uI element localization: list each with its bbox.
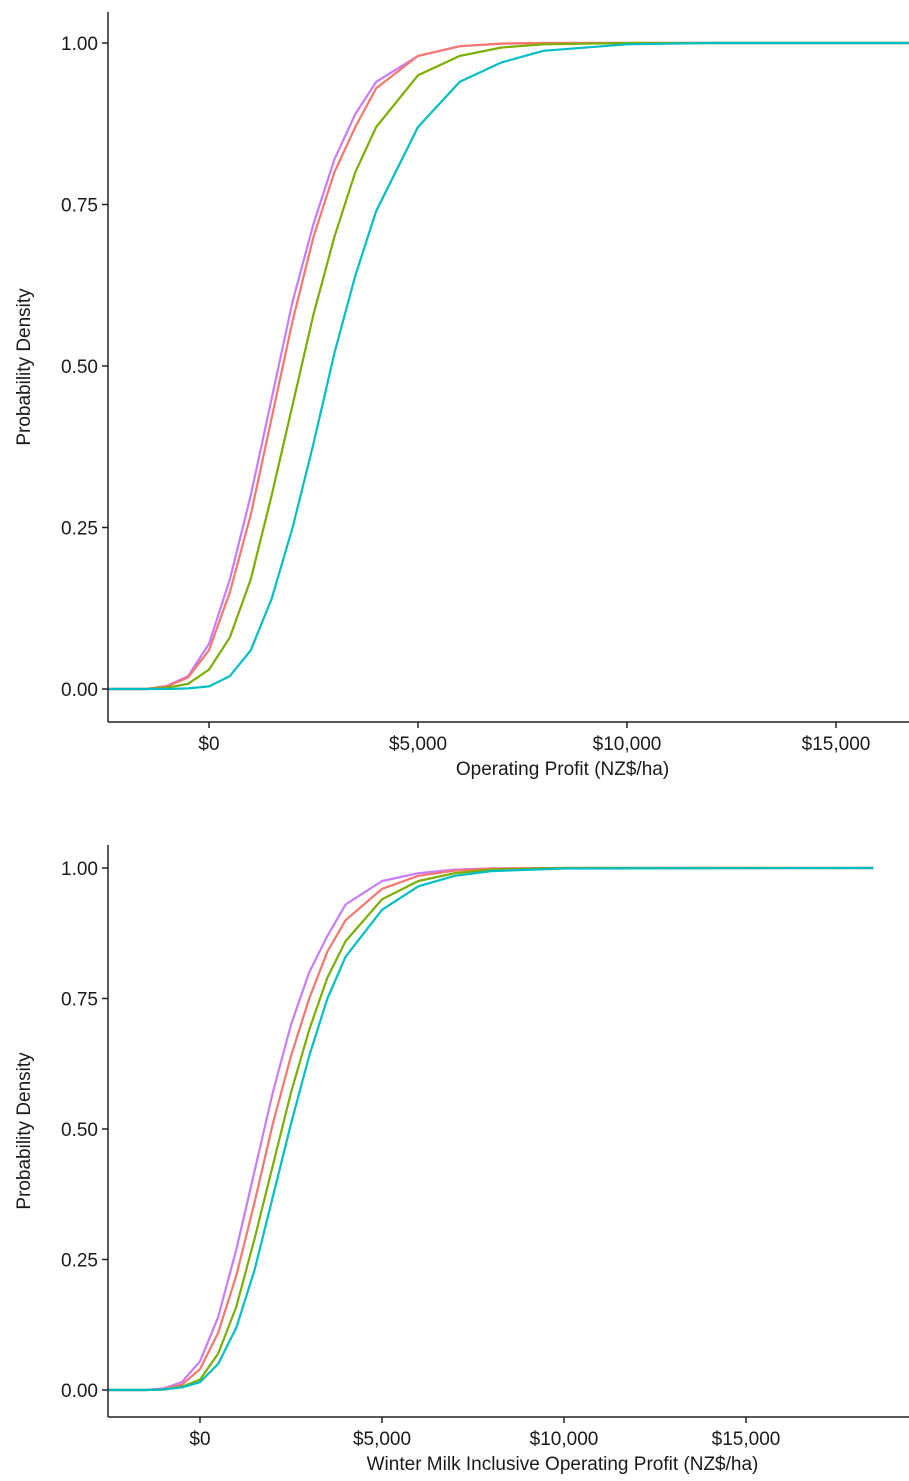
y-tick-label: 0.50 (61, 357, 98, 378)
x-tick-label: $5,000 (353, 1429, 411, 1450)
series-line-1 (108, 866, 874, 1392)
series-line-3 (108, 866, 874, 1392)
winter-milk-operating-profit-chart: 0.00 0.25 0.50 0.75 1.00 $0 $5,000 $10,000 $15,0… (14, 845, 909, 1475)
x-tick-label: $0 (189, 1429, 210, 1450)
y-tick-label: 0.00 (61, 680, 98, 701)
series-line-0 (108, 41, 909, 691)
x-axis-title: Operating Profit (NZ$/ha) (456, 759, 669, 780)
series-line-2 (108, 41, 909, 691)
y-tick-label: 0.75 (61, 990, 98, 1011)
y-tick-label: 0.25 (61, 519, 98, 540)
y-tick-label: 0.00 (61, 1381, 98, 1402)
series-group (108, 41, 909, 691)
y-tick-label: 1.00 (61, 34, 98, 55)
x-tick-label: $15,000 (802, 734, 871, 755)
y-tick-label: 1.00 (61, 859, 98, 880)
y-tick-label: 0.75 (61, 196, 98, 217)
y-axis-title: Probability Density (14, 288, 35, 446)
operating-profit-chart: 0.00 0.25 0.50 0.75 1.00 $0 $5,000 $10,000 $15,0… (14, 12, 909, 780)
x-tick-label: $10,000 (530, 1429, 599, 1450)
series-group (108, 866, 874, 1392)
y-axis-title: Probability Density (14, 1052, 35, 1210)
series-line-3 (108, 41, 909, 691)
x-tick-label: $15,000 (712, 1429, 781, 1450)
x-tick-label: $0 (198, 734, 219, 755)
series-line-0 (108, 866, 874, 1392)
x-axis-title: Winter Milk Inclusive Operating Profit (… (367, 1454, 759, 1475)
y-tick-label: 0.50 (61, 1120, 98, 1141)
series-line-2 (108, 866, 874, 1392)
x-tick-label: $10,000 (593, 734, 662, 755)
x-tick-label: $5,000 (389, 734, 447, 755)
y-tick-label: 0.25 (61, 1251, 98, 1272)
series-line-1 (108, 41, 909, 691)
